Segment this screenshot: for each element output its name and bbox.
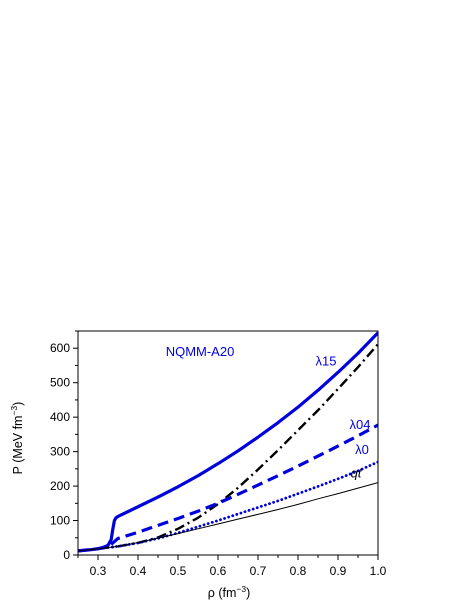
y-axis-title: P (MeV fm−3) [9, 402, 25, 475]
annotation-04: λ04 [350, 417, 371, 432]
x-tick-label: 0.8 [290, 564, 307, 578]
x-tick-label: 0.9 [330, 564, 347, 578]
y-tick-label: 0 [63, 548, 70, 562]
x-tick-label: 0.7 [250, 564, 267, 578]
y-tick-label: 200 [50, 479, 70, 493]
y-tick-label: 600 [50, 341, 70, 355]
x-axis-title: ρ (fm−3) [208, 584, 251, 600]
y-tick-label: 300 [50, 445, 70, 459]
annotation-15: λ15 [316, 353, 337, 368]
plot-frame [77, 330, 379, 556]
series-line-04 [78, 423, 378, 553]
y-tick-label: 400 [50, 410, 70, 424]
annotation-nqmma20: NQMM-A20 [166, 344, 235, 359]
series-line-0 [78, 460, 378, 553]
x-tick-label: 0.5 [170, 564, 187, 578]
annotation-layer: NQMM-A20 λ15 λ04 λ0 qt [166, 344, 371, 481]
y-tick-label: 500 [50, 376, 70, 390]
series-layer [78, 331, 378, 553]
series-line-15 [78, 331, 378, 553]
x-tick-label: 0.6 [210, 564, 227, 578]
x-tick-label: 1.0 [370, 564, 387, 578]
axes-layer: 0.3 0.4 0.5 0.6 0.7 0.8 0.9 1.0 0 100 200 300 400 500… [50, 330, 387, 578]
y-tick-label: 100 [50, 514, 70, 528]
annotation-qt: qt [351, 465, 363, 480]
series-line-qt [78, 482, 378, 552]
series-line-series-1 [78, 343, 378, 553]
annotation-0: λ0 [355, 442, 369, 457]
x-tick-label: 0.3 [90, 564, 107, 578]
x-tick-label: 0.4 [130, 564, 147, 578]
